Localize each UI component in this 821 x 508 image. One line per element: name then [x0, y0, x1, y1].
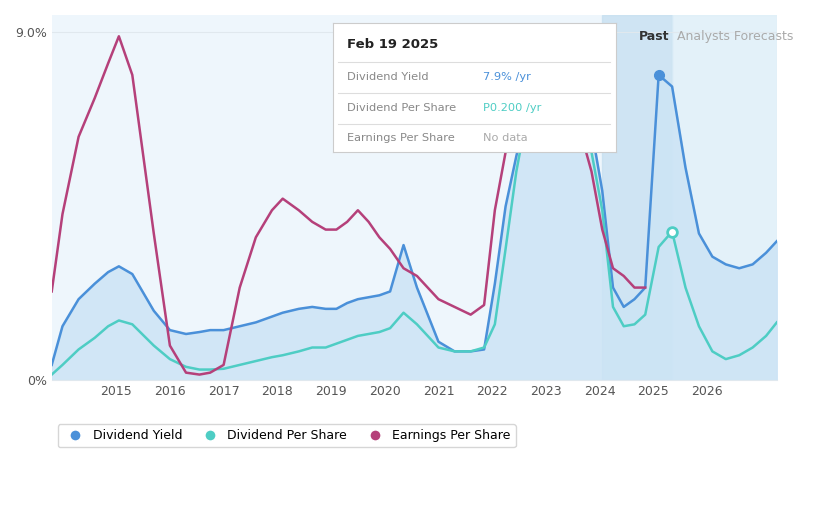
Text: 7.9% /yr: 7.9% /yr [483, 72, 530, 82]
Text: P0.200 /yr: P0.200 /yr [483, 103, 541, 113]
Legend: Dividend Yield, Dividend Per Share, Earnings Per Share: Dividend Yield, Dividend Per Share, Earn… [58, 424, 516, 447]
Text: Earnings Per Share: Earnings Per Share [346, 133, 454, 143]
Text: Dividend Per Share: Dividend Per Share [346, 103, 456, 113]
Text: Analysts Forecasts: Analysts Forecasts [677, 29, 794, 43]
Bar [603, 15, 672, 380]
Text: Dividend Yield: Dividend Yield [346, 72, 429, 82]
Text: Past: Past [639, 29, 669, 43]
Text: No data: No data [483, 133, 527, 143]
Text: Feb 19 2025: Feb 19 2025 [346, 39, 438, 51]
Bar [672, 15, 777, 380]
